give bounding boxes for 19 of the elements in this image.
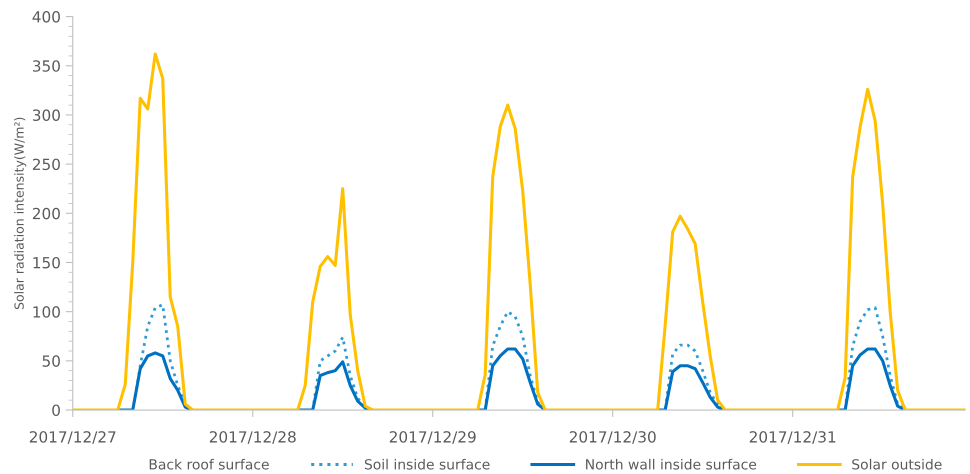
y-tick-label: 300 [32, 109, 60, 121]
legend-label: Soil inside surface [364, 458, 490, 470]
y-tick-label: 200 [32, 208, 60, 220]
y-tick-label: 150 [33, 256, 60, 268]
x-tick-label: 2017/12/29 [390, 431, 476, 444]
y-tick-label: 400 [32, 11, 60, 23]
legend-label: Solar outside [852, 458, 942, 470]
legend-label: North wall inside surface [586, 458, 756, 470]
x-tick-label: 2017/12/31 [750, 431, 836, 444]
y-tick-label: 0 [52, 404, 60, 416]
x-tick-label: 2017/12/30 [570, 431, 656, 444]
y-tick-label: 50 [42, 355, 60, 367]
y-tick-label: 250 [32, 158, 60, 170]
y-tick-label: 350 [32, 60, 60, 72]
text: Back roof surface [150, 458, 269, 470]
y-axis-title: Solar radiation intensity(W/m²) [14, 118, 26, 310]
y-tick-label: 100 [33, 306, 60, 318]
x-tick-label: 2017/12/27 [30, 431, 116, 444]
x-tick-label: 2017/12/28 [210, 431, 296, 444]
